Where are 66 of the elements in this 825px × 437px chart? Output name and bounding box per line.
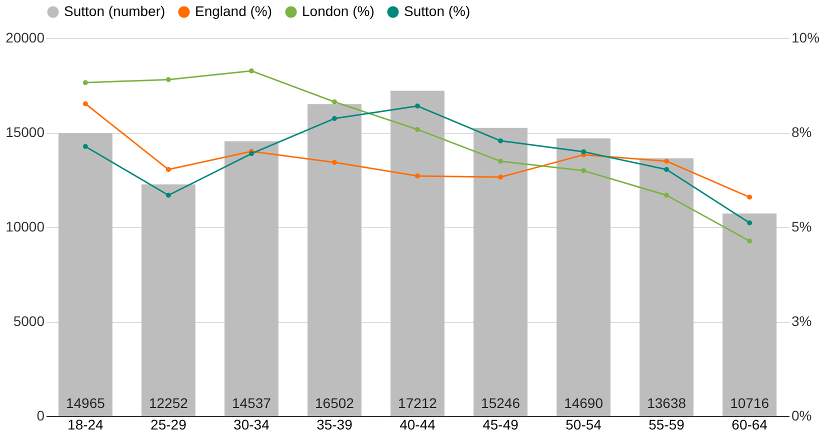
data-label: 17212 xyxy=(398,395,438,411)
y2-tick-label: 0% xyxy=(792,408,812,424)
point xyxy=(166,77,171,82)
x-tick-label: 30-34 xyxy=(234,416,270,432)
point xyxy=(166,167,171,172)
x-tick-label: 60-64 xyxy=(732,416,768,432)
y2-tick-label: 3% xyxy=(792,313,812,329)
point xyxy=(166,192,171,198)
x-tick-label: 55-59 xyxy=(648,416,685,432)
point xyxy=(415,104,420,109)
point xyxy=(498,138,504,144)
point xyxy=(415,173,420,178)
data-label: 14537 xyxy=(232,395,272,411)
point xyxy=(747,194,752,200)
point xyxy=(664,158,670,164)
point xyxy=(664,192,670,198)
bar xyxy=(722,213,777,416)
data-label: 16502 xyxy=(315,395,354,411)
data-label: 10716 xyxy=(730,395,770,411)
y-tick-label: 10000 xyxy=(6,218,45,234)
x-tick-label: 40-44 xyxy=(400,416,436,432)
legend-label: Sutton (number) xyxy=(64,3,166,19)
bar xyxy=(390,90,444,416)
x-tick-label: 25-29 xyxy=(150,416,187,432)
legend-label: Sutton (%) xyxy=(404,3,470,19)
point xyxy=(664,167,670,172)
point xyxy=(82,101,88,106)
point xyxy=(747,220,752,226)
y-tick-label: 5000 xyxy=(13,313,45,329)
y2-tick-label: 8% xyxy=(792,124,812,140)
legend-label: London (%) xyxy=(302,3,374,19)
point xyxy=(82,80,88,86)
bar xyxy=(58,133,112,416)
point xyxy=(332,160,337,165)
legend-label: England (%) xyxy=(195,3,272,19)
point xyxy=(82,144,88,149)
data-label: 12252 xyxy=(148,395,188,411)
data-label: 13638 xyxy=(647,395,686,411)
y-tick-label: 15000 xyxy=(6,124,45,140)
point xyxy=(248,68,254,74)
bar xyxy=(474,128,528,416)
x-tick-label: 35-39 xyxy=(316,416,353,432)
y-tick-label: 20000 xyxy=(6,30,45,46)
data-label: 15246 xyxy=(481,395,520,411)
x-tick-label: 50-54 xyxy=(566,416,602,432)
data-label: 14690 xyxy=(564,395,604,411)
point xyxy=(581,168,586,174)
bar xyxy=(640,158,694,416)
point xyxy=(747,238,752,244)
data-label: 14965 xyxy=(66,395,106,411)
bar xyxy=(308,104,362,416)
point xyxy=(332,99,337,104)
point xyxy=(248,151,254,156)
point xyxy=(415,126,420,132)
y-tick-label: 0 xyxy=(36,408,45,424)
x-tick-label: 45-49 xyxy=(482,416,519,432)
point xyxy=(332,116,337,122)
point xyxy=(498,174,504,180)
y2-tick-label: 5% xyxy=(792,218,812,234)
point xyxy=(498,158,504,164)
bar xyxy=(556,138,611,416)
point xyxy=(581,149,586,154)
bar xyxy=(141,184,196,416)
y2-tick-label: 10% xyxy=(792,30,820,46)
bar xyxy=(224,141,278,416)
x-tick-label: 18-24 xyxy=(68,416,104,432)
